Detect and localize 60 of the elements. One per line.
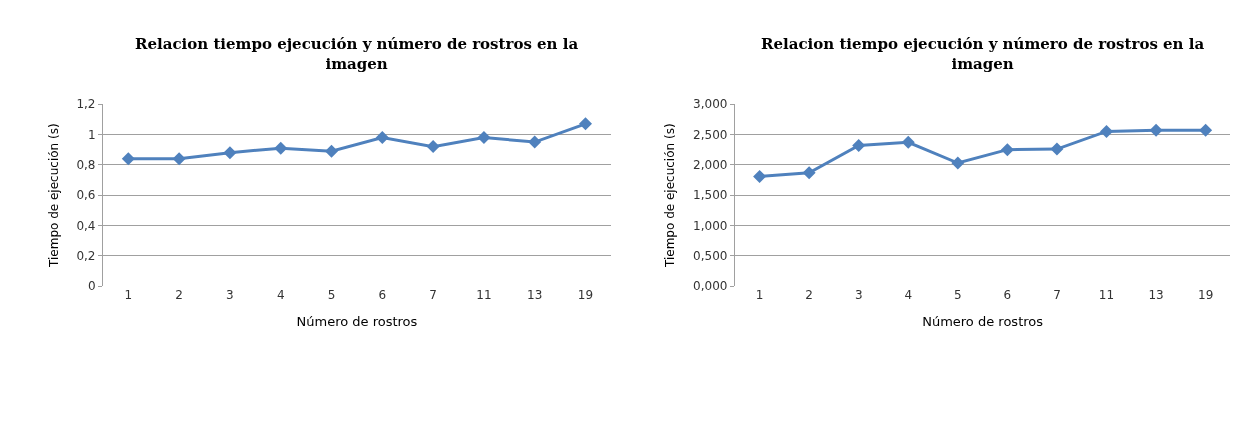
y-axis-title: Tiempo de ejecución (s) <box>663 123 678 268</box>
x-tick-label: 4 <box>904 288 913 303</box>
x-tick-label: 19 <box>577 288 594 303</box>
y-tick-label: 1,2 <box>76 97 96 112</box>
point <box>325 144 339 158</box>
y-tick-label: 0,2 <box>76 249 96 264</box>
y-tick-label: 0,500 <box>693 249 728 264</box>
point <box>121 152 135 166</box>
point <box>172 152 186 166</box>
x-tick-label: 3 <box>854 288 863 303</box>
x-tick-label: 13 <box>1148 288 1164 303</box>
x-tick-label: 4 <box>276 288 285 303</box>
x-tick-label: 2 <box>805 288 813 303</box>
y-tick-label: 1 <box>87 127 96 142</box>
x-tick-label: 19 <box>1197 288 1214 303</box>
y-tick-label: 0,4 <box>76 218 96 233</box>
y-tick-label: 2,000 <box>693 158 728 173</box>
x-axis-title: Número de rostros <box>922 313 1044 329</box>
x-tick-label: 3 <box>226 288 234 303</box>
chart-title: Relacion tiempo ejecución y número de rostros en la imagen <box>135 35 579 73</box>
x-tick-label: 7 <box>1053 288 1061 303</box>
point <box>274 141 288 155</box>
point <box>802 166 816 180</box>
y-tick-label: 0,6 <box>76 188 96 203</box>
x-axis-title: Número de rostros <box>296 313 418 329</box>
point <box>1149 123 1163 137</box>
x-tick-label: 6 <box>1003 288 1012 303</box>
point <box>477 131 491 145</box>
point <box>753 169 767 183</box>
point <box>1199 123 1213 137</box>
y-axis-title: Tiempo de ejecución (s) <box>46 123 61 268</box>
point <box>579 117 593 131</box>
point <box>852 138 866 152</box>
chart-title: Relacion tiempo ejecución y número de rostros en la imagen <box>761 35 1205 73</box>
x-tick-label: 11 <box>476 288 492 303</box>
y-tick-label: 1,500 <box>693 188 728 203</box>
y-tick-label: 3,000 <box>693 97 728 112</box>
y-tick-label: 0,8 <box>76 158 96 173</box>
point <box>901 135 915 149</box>
point <box>426 140 440 154</box>
point <box>528 135 542 149</box>
x-tick-label: 1 <box>124 288 133 303</box>
point <box>1000 143 1014 157</box>
y-tick-label: 1,000 <box>693 218 728 233</box>
x-tick-label: 13 <box>527 288 543 303</box>
x-tick-label: 5 <box>954 288 962 303</box>
x-tick-label: 6 <box>378 288 387 303</box>
x-tick-label: 5 <box>327 288 336 303</box>
point <box>375 131 389 145</box>
point <box>223 146 237 160</box>
point <box>1100 124 1114 138</box>
x-tick-label: 1 <box>755 288 764 303</box>
y-tick-label: 2,500 <box>693 127 728 142</box>
point <box>951 156 965 170</box>
point <box>1050 142 1064 156</box>
y-tick-label: 0 <box>87 279 96 294</box>
x-tick-label: 11 <box>1098 288 1115 303</box>
x-tick-label: 7 <box>429 288 437 303</box>
y-tick-label: 0,000 <box>693 279 728 294</box>
x-tick-label: 2 <box>175 288 183 303</box>
